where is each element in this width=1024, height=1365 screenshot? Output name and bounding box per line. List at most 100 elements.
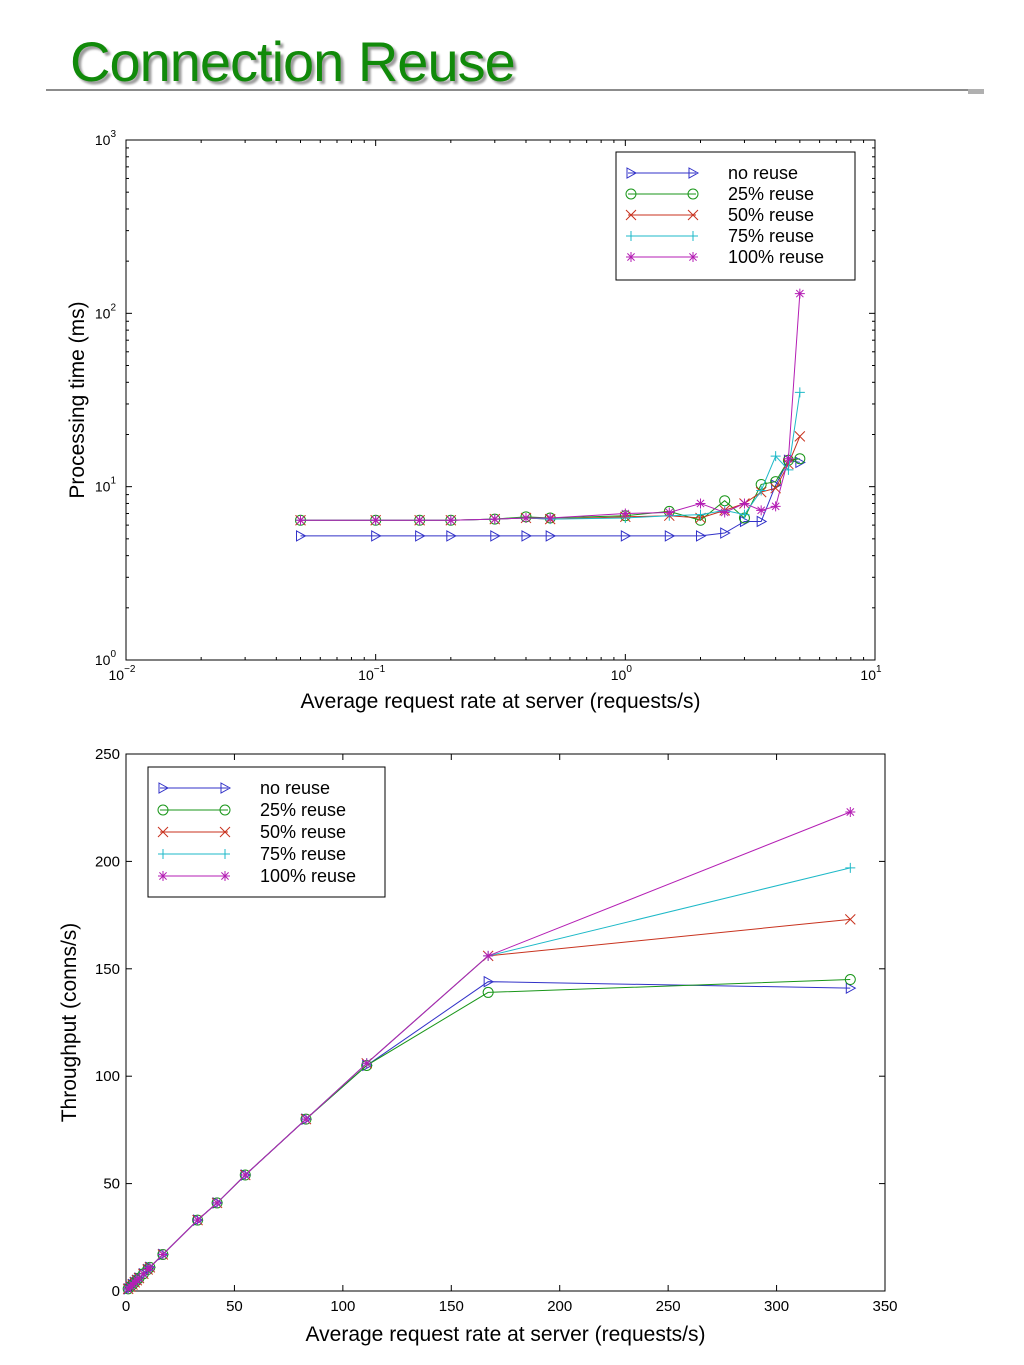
x-tick-label: 200 bbox=[547, 1298, 572, 1315]
legend-marker-start bbox=[157, 804, 169, 816]
data-point bbox=[371, 530, 382, 542]
data-point bbox=[794, 431, 806, 442]
data-point bbox=[520, 512, 531, 523]
data-point bbox=[490, 530, 501, 542]
legend-marker-start bbox=[158, 871, 168, 881]
data-point bbox=[770, 451, 781, 462]
y-tick-label: 103 bbox=[95, 129, 117, 148]
legend-marker-start bbox=[626, 167, 638, 179]
legend-item-75pct-reuse: 75% reuse bbox=[158, 844, 346, 864]
y-tick-label: 250 bbox=[95, 746, 120, 763]
data-point bbox=[620, 508, 631, 519]
data-point bbox=[783, 453, 794, 464]
legend-item-50pct-reuse: 50% reuse bbox=[157, 822, 346, 842]
series-100pct-reuse bbox=[295, 288, 805, 526]
data-point bbox=[770, 476, 782, 488]
data-point bbox=[794, 288, 805, 299]
data-point bbox=[739, 498, 750, 509]
x-tick-label: 350 bbox=[872, 1298, 897, 1315]
data-point bbox=[545, 530, 557, 542]
data-point bbox=[664, 507, 675, 518]
data-point bbox=[138, 1268, 149, 1279]
legend-marker-start bbox=[626, 252, 636, 262]
x-tick-label: 101 bbox=[860, 664, 882, 683]
legend-marker-start bbox=[158, 782, 170, 794]
data-point bbox=[240, 1170, 251, 1181]
data-point bbox=[719, 507, 730, 518]
legend-item-100pct-reuse: 100% reuse bbox=[626, 247, 824, 267]
legend-marker-end bbox=[219, 804, 231, 816]
y-tick-label: 150 bbox=[95, 961, 120, 978]
legend-item-no-reuse: no reuse bbox=[626, 163, 798, 183]
y-tick-label: 200 bbox=[95, 853, 120, 870]
data-point bbox=[695, 509, 706, 520]
y-axis-label: Throughput (conns/s) bbox=[58, 923, 81, 1123]
data-point bbox=[794, 453, 806, 465]
legend-label: 50% reuse bbox=[260, 822, 346, 842]
data-point bbox=[134, 1273, 145, 1284]
data-point bbox=[144, 1262, 155, 1273]
data-point bbox=[845, 862, 856, 873]
legend-marker-end bbox=[687, 188, 699, 200]
legend-marker-end bbox=[219, 826, 231, 838]
legend-item-75pct-reuse: 75% reuse bbox=[626, 226, 814, 246]
legend-marker-end bbox=[220, 871, 230, 881]
y-tick-label: 101 bbox=[95, 476, 117, 495]
title-divider bbox=[46, 89, 984, 91]
legend-marker-end bbox=[220, 849, 230, 859]
data-point bbox=[445, 515, 456, 526]
legend-item-25pct-reuse: 25% reuse bbox=[625, 184, 814, 204]
legend-label: 25% reuse bbox=[260, 800, 346, 820]
data-point bbox=[545, 512, 556, 523]
data-point bbox=[844, 974, 856, 986]
legend-label: 75% reuse bbox=[260, 844, 346, 864]
y-tick-label: 100 bbox=[95, 649, 117, 668]
legend-marker-start bbox=[158, 849, 168, 859]
y-tick-label: 100 bbox=[95, 1068, 120, 1085]
page-title: Connection Reuse bbox=[70, 30, 516, 93]
data-point bbox=[483, 950, 494, 961]
data-point bbox=[482, 986, 494, 998]
data-point bbox=[300, 1114, 311, 1125]
data-point bbox=[212, 1197, 223, 1208]
data-point bbox=[489, 514, 500, 525]
data-point bbox=[483, 975, 495, 988]
data-point bbox=[695, 498, 706, 509]
data-point bbox=[720, 527, 731, 539]
legend-label: no reuse bbox=[260, 778, 330, 798]
legend-label: 100% reuse bbox=[728, 247, 824, 267]
data-point bbox=[295, 515, 306, 526]
legend-item-50pct-reuse: 50% reuse bbox=[625, 205, 814, 225]
x-tick-label: 300 bbox=[764, 1298, 789, 1315]
x-tick-label: 150 bbox=[439, 1298, 464, 1315]
data-point bbox=[756, 515, 768, 528]
title-divider-end bbox=[968, 89, 984, 94]
series-100pct-reuse bbox=[123, 806, 856, 1294]
data-point bbox=[415, 530, 426, 542]
legend-marker-start bbox=[157, 826, 169, 838]
legend-marker-start bbox=[625, 188, 637, 200]
y-tick-label: 102 bbox=[95, 302, 117, 321]
x-tick-label: 0 bbox=[122, 1298, 130, 1315]
data-point bbox=[739, 509, 750, 520]
data-point bbox=[620, 530, 632, 542]
legend-label: no reuse bbox=[728, 163, 798, 183]
legend-item-no-reuse: no reuse bbox=[158, 778, 330, 798]
data-point bbox=[783, 458, 794, 470]
legend-marker-end bbox=[220, 782, 232, 794]
legend-label: 100% reuse bbox=[260, 866, 356, 886]
legend-label: 25% reuse bbox=[728, 184, 814, 204]
y-tick-label: 50 bbox=[103, 1176, 120, 1193]
x-tick-label: 10−2 bbox=[109, 664, 136, 683]
x-tick-label: 100 bbox=[611, 664, 633, 683]
data-point bbox=[756, 485, 767, 496]
series-line-100pct-reuse bbox=[300, 293, 801, 521]
legend-marker-start bbox=[625, 209, 637, 221]
data-point bbox=[361, 1058, 372, 1069]
data-point bbox=[414, 515, 425, 526]
data-point bbox=[794, 387, 805, 398]
x-tick-label: 250 bbox=[656, 1298, 681, 1315]
data-point bbox=[296, 530, 307, 542]
data-point bbox=[756, 505, 767, 516]
